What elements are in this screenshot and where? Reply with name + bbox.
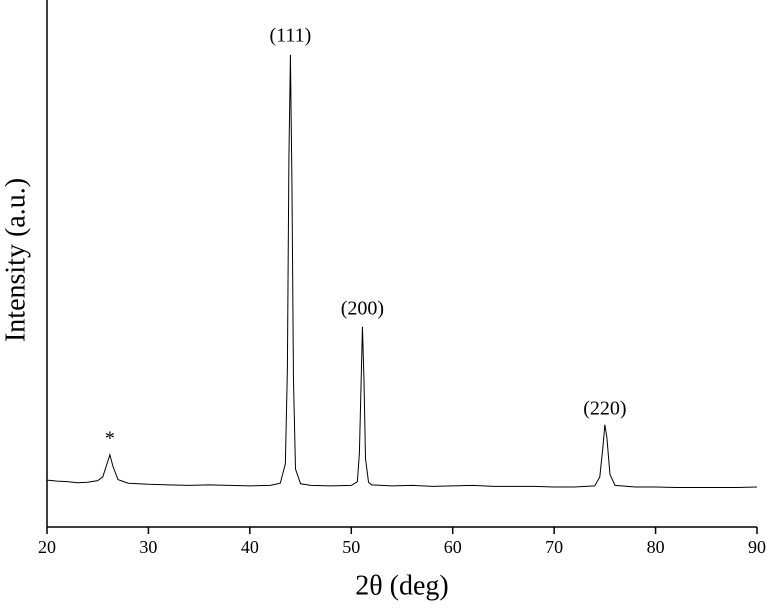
peak-annotation: * <box>105 428 115 450</box>
x-tick-label: 20 <box>38 537 56 557</box>
peak-annotation: (220) <box>583 398 626 420</box>
x-tick-label: 70 <box>545 537 563 557</box>
y-axis-title: Intensity (a.u.) <box>0 178 31 342</box>
x-tick-label: 30 <box>139 537 157 557</box>
x-axis-title: 2θ (deg) <box>355 570 449 601</box>
peak-annotation: (200) <box>341 297 384 319</box>
x-tick-label: 40 <box>241 537 259 557</box>
peak-annotation: (111) <box>270 24 312 46</box>
x-tick-label: 90 <box>748 537 766 557</box>
x-tick-label: 50 <box>342 537 360 557</box>
x-tick-label: 80 <box>647 537 665 557</box>
series-line <box>46 54 758 488</box>
x-tick-label: 60 <box>444 537 462 557</box>
